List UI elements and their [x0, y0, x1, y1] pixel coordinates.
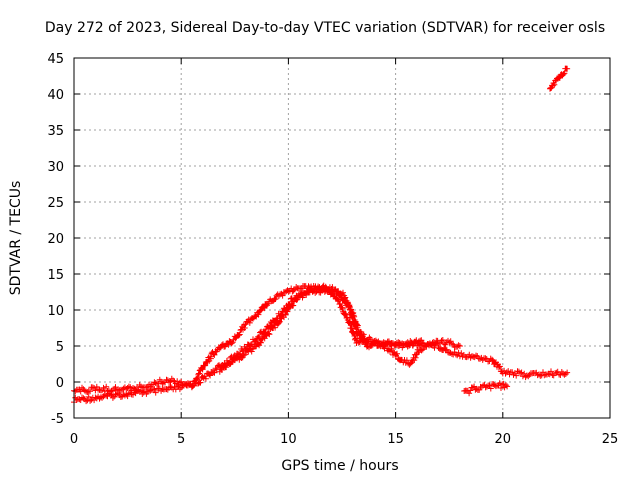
y-tick-label: 10: [47, 304, 64, 319]
series-markers: [216, 283, 425, 375]
x-tick-label: 15: [387, 432, 404, 447]
y-axis-label: SDTVAR / TECUs: [8, 181, 24, 296]
series-arc-high: [547, 65, 571, 92]
y-tick-label: -5: [51, 412, 64, 427]
x-axis: 0 5 10 15 20 25: [70, 58, 618, 447]
x-tick-label: 20: [495, 432, 512, 447]
y-axis: -5 0 5 10 15 20 25 30 35 40 45: [47, 52, 610, 427]
y-tick-label: 35: [47, 124, 64, 139]
y-tick-label: 25: [47, 196, 64, 211]
series-arc-low-tail: [461, 380, 511, 397]
chart-title: Day 272 of 2023, Sidereal Day-to-day VTE…: [45, 20, 605, 36]
series-markers: [547, 65, 571, 92]
x-tick-label: 0: [70, 432, 78, 447]
x-tick-label: 10: [280, 432, 297, 447]
data-points: [71, 65, 571, 406]
y-tick-label: 30: [47, 160, 64, 175]
series-markers: [461, 380, 511, 397]
x-axis-label: GPS time / hours: [281, 458, 398, 474]
y-tick-label: 15: [47, 268, 64, 283]
grid: [74, 58, 610, 418]
y-tick-label: 5: [56, 340, 64, 355]
series-arc-mid: [216, 283, 425, 375]
y-tick-label: 40: [47, 88, 64, 103]
y-tick-label: 45: [47, 52, 64, 67]
y-tick-label: 20: [47, 232, 64, 247]
x-tick-label: 5: [177, 432, 185, 447]
x-tick-label: 25: [602, 432, 619, 447]
y-tick-label: 0: [56, 376, 64, 391]
